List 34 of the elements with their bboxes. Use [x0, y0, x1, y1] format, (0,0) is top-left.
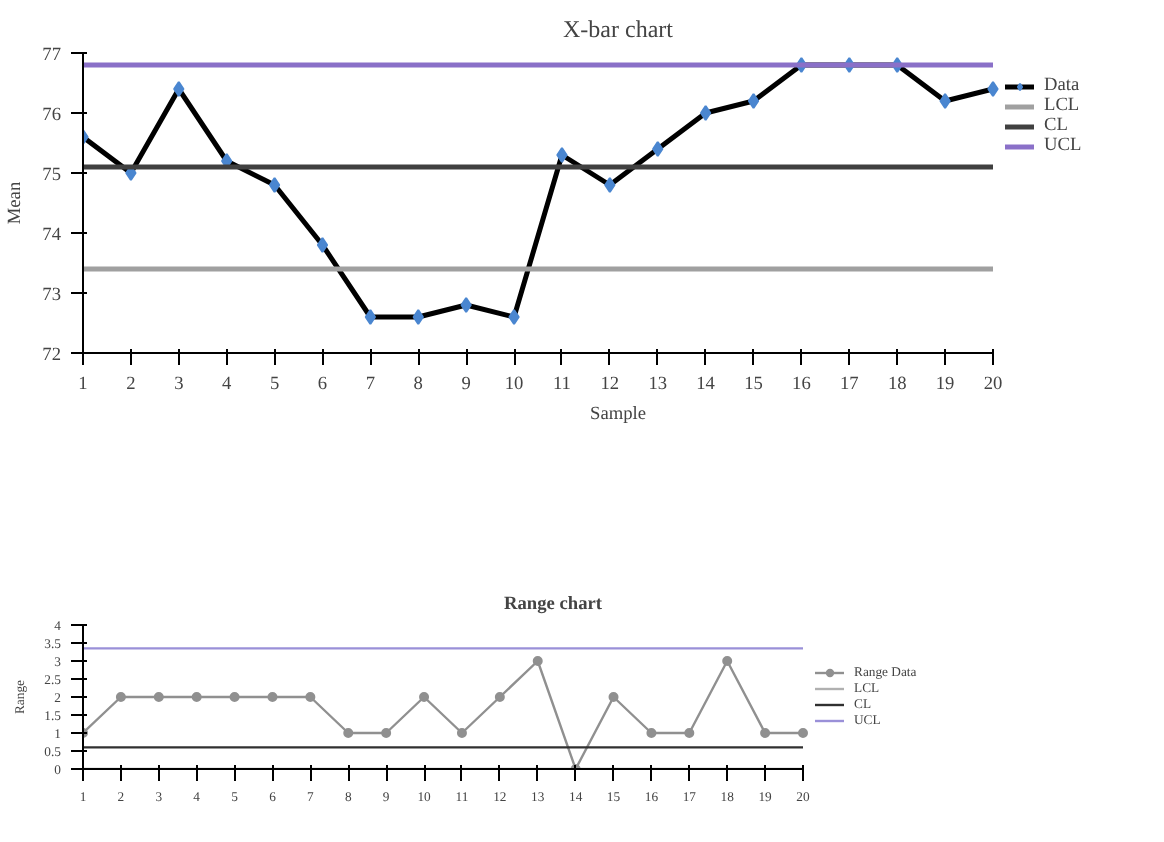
y-tick-label: 76	[42, 106, 62, 126]
legend-label: Data	[1044, 76, 1082, 96]
x-tick-label: 16	[792, 375, 812, 395]
legend-label: CL	[1044, 116, 1070, 136]
x-tick-label: 2	[126, 375, 137, 395]
x-tick-label: 15	[744, 375, 764, 395]
x-tick-label: 14	[696, 375, 716, 395]
x-tick-label: 11	[552, 375, 572, 395]
x-tick-label: 9	[461, 375, 472, 395]
x-tick-label: 20	[983, 375, 1003, 395]
legend-label: LCL	[1044, 96, 1082, 116]
chart-title: X-bar chart	[563, 15, 675, 43]
x-tick-label: 7	[365, 375, 376, 395]
x-tick-label: 12	[600, 375, 620, 395]
chart-title: Range chart	[504, 595, 604, 615]
x-tick-label: 3	[174, 375, 185, 395]
x-tick-label: 17	[839, 375, 860, 395]
x-tick-label: 4	[222, 375, 233, 395]
y-tick-label: 77	[42, 46, 62, 66]
y-tick-label: 74	[42, 226, 62, 246]
x-tick-label: 1	[78, 375, 89, 395]
x-tick-label: 8	[413, 375, 424, 395]
legend-label: UCL	[1044, 136, 1084, 156]
x-tick-label: 19	[935, 375, 956, 395]
x-tick-label: 13	[648, 375, 668, 395]
y-tick-label: 72	[42, 346, 62, 366]
x-tick-label: 5	[269, 375, 280, 395]
x-tick-label: 18	[887, 375, 908, 395]
x-tick-label: 6	[317, 375, 328, 395]
x-axis-title: Sample	[590, 405, 646, 425]
y-axis-title: Mean	[6, 181, 27, 225]
x-tick-label: 10	[504, 375, 525, 395]
y-tick-label: 75	[42, 166, 62, 186]
y-tick-label: 73	[42, 286, 62, 306]
